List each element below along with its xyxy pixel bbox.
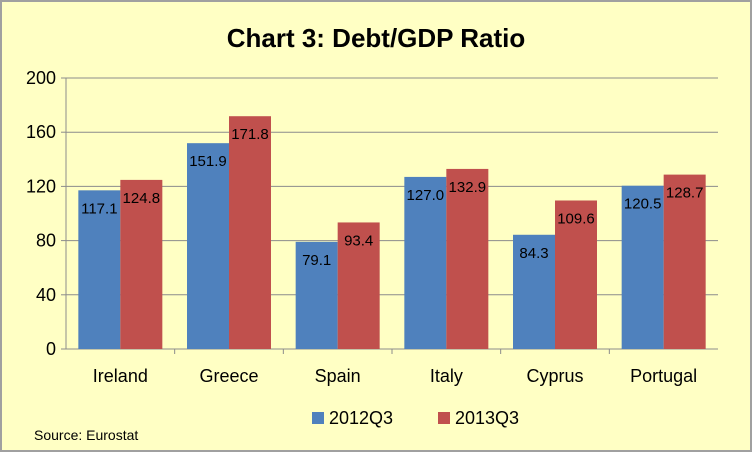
- grid-lines: [66, 77, 718, 296]
- y-tick-label: 80: [36, 231, 56, 251]
- bar-2013Q3: [229, 116, 271, 349]
- y-tick-label: 0: [46, 339, 56, 359]
- bars: [78, 116, 706, 349]
- data-label: 132.9: [449, 179, 487, 196]
- y-tick-label: 200: [26, 68, 56, 88]
- y-tick-label: 160: [26, 122, 56, 142]
- chart-title: Chart 3: Debt/GDP Ratio: [227, 23, 526, 53]
- data-label: 124.8: [123, 190, 161, 207]
- data-label: 109.6: [557, 210, 595, 227]
- bar-2012Q3: [621, 185, 664, 349]
- data-label: 171.8: [231, 126, 269, 143]
- axes: 0 40 80 120 160 200 Ireland Greece Spain Italy Cyp…: [26, 68, 718, 386]
- source-note: Source: Eurostat: [34, 427, 138, 443]
- data-label: 84.3: [519, 245, 548, 262]
- bar-2012Q3: [513, 234, 555, 349]
- y-tick-label: 40: [36, 285, 56, 305]
- x-tick-label: Italy: [430, 366, 463, 386]
- legend-label: 2012Q3: [329, 408, 393, 428]
- data-label: 151.9: [189, 153, 227, 170]
- x-tick-label: Spain: [315, 366, 361, 386]
- bar-2012Q3: [404, 176, 447, 349]
- data-label: 127.0: [407, 187, 445, 204]
- bar-2013Q3: [663, 174, 706, 349]
- data-label: 128.7: [666, 185, 704, 202]
- data-label: 79.1: [302, 252, 331, 269]
- bar-2012Q3: [78, 190, 121, 349]
- data-label: 93.4: [344, 232, 373, 249]
- legend: 2012Q3 2013Q3: [312, 408, 519, 428]
- bar-2013Q3: [120, 179, 163, 349]
- x-tick-label: Portugal: [630, 366, 697, 386]
- data-label: 117.1: [81, 200, 117, 217]
- data-label: 120.5: [624, 196, 662, 213]
- x-tick-label: Ireland: [93, 366, 148, 386]
- legend-swatch: [438, 412, 450, 424]
- bar-2013Q3: [337, 222, 380, 349]
- bar-2013Q3: [555, 200, 597, 349]
- legend-label: 2013Q3: [455, 408, 519, 428]
- bar-2012Q3: [187, 143, 229, 349]
- legend-swatch: [312, 412, 324, 424]
- x-tick-label: Cyprus: [526, 366, 583, 386]
- bar-2012Q3: [295, 241, 338, 349]
- x-tick-label: Greece: [199, 366, 258, 386]
- y-tick-label: 120: [26, 176, 56, 196]
- bar-2013Q3: [446, 168, 489, 349]
